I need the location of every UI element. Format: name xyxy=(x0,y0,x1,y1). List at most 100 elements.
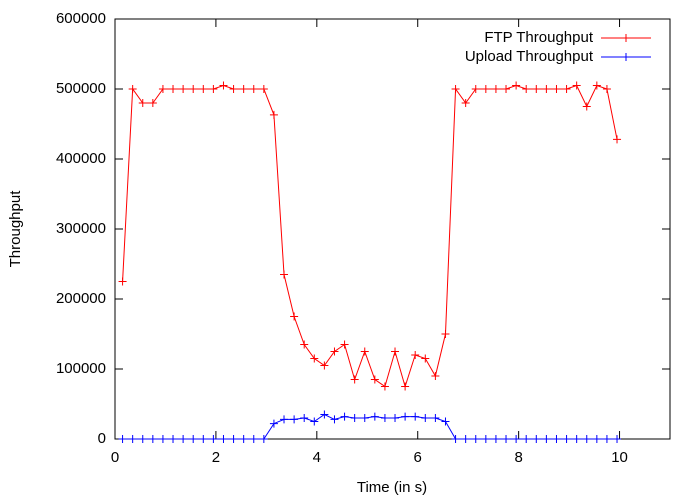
point-marker xyxy=(350,375,359,384)
point-marker xyxy=(461,435,470,443)
point-marker xyxy=(522,435,531,443)
point-marker xyxy=(269,110,278,119)
point-marker xyxy=(522,85,531,93)
point-marker xyxy=(189,85,198,93)
point-marker xyxy=(391,414,400,422)
point-marker xyxy=(441,417,450,426)
point-marker xyxy=(431,372,440,380)
point-marker xyxy=(300,340,309,349)
point-marker xyxy=(421,354,430,363)
plot-frame xyxy=(114,18,671,440)
point-marker xyxy=(209,85,218,93)
point-marker xyxy=(148,435,157,443)
point-marker xyxy=(451,85,460,93)
y-tick-label: 400000 xyxy=(56,150,106,167)
point-marker xyxy=(542,85,551,93)
point-marker xyxy=(411,351,420,359)
point-marker xyxy=(320,361,329,370)
point-marker xyxy=(169,435,178,443)
point-marker xyxy=(370,412,379,421)
point-marker xyxy=(340,340,349,349)
y-tick-label: 600000 xyxy=(56,10,106,27)
point-marker xyxy=(158,85,167,93)
point-marker xyxy=(582,435,591,443)
point-marker xyxy=(290,415,299,424)
legend-label: FTP Throughput xyxy=(484,29,594,46)
point-marker xyxy=(239,435,248,443)
point-marker xyxy=(199,85,208,93)
point-marker xyxy=(592,81,601,90)
point-marker xyxy=(391,347,400,356)
point-marker xyxy=(118,277,127,286)
point-marker xyxy=(532,85,541,93)
point-marker xyxy=(613,435,622,443)
point-marker xyxy=(502,85,511,93)
point-marker xyxy=(219,81,228,90)
point-marker xyxy=(249,85,258,93)
point-marker xyxy=(572,435,581,443)
series-line xyxy=(122,84,618,389)
point-marker xyxy=(451,435,460,443)
point-marker xyxy=(290,312,299,321)
point-marker xyxy=(562,85,571,93)
y-tick-label: 300000 xyxy=(56,220,106,237)
point-marker xyxy=(360,347,369,356)
point-marker xyxy=(380,382,389,391)
point-marker xyxy=(491,85,500,93)
point-marker xyxy=(138,435,147,443)
x-tick-label: 0 xyxy=(111,449,119,466)
y-tick-label: 200000 xyxy=(56,290,106,307)
point-marker xyxy=(219,435,228,443)
point-marker xyxy=(481,435,490,443)
point-marker xyxy=(229,435,238,443)
point-marker xyxy=(128,435,137,443)
point-marker xyxy=(370,375,379,384)
point-marker xyxy=(592,435,601,443)
point-marker xyxy=(380,414,389,422)
point-marker xyxy=(199,435,208,443)
point-marker xyxy=(401,382,410,391)
point-marker xyxy=(310,354,319,363)
point-marker xyxy=(471,435,480,443)
point-marker xyxy=(441,330,450,338)
point-marker xyxy=(169,85,178,93)
point-marker xyxy=(602,435,611,443)
point-marker xyxy=(421,414,430,422)
point-marker xyxy=(330,347,339,356)
point-marker xyxy=(532,435,541,443)
point-marker xyxy=(179,435,188,443)
point-marker xyxy=(330,415,339,424)
point-marker xyxy=(572,81,581,90)
point-marker xyxy=(562,435,571,443)
point-marker xyxy=(552,435,561,443)
point-marker xyxy=(229,85,238,93)
point-marker xyxy=(431,414,440,422)
point-marker xyxy=(582,102,591,111)
point-marker xyxy=(189,435,198,443)
point-marker xyxy=(148,99,157,107)
y-axis-label: Throughput xyxy=(7,190,24,268)
point-marker xyxy=(300,414,309,422)
point-marker xyxy=(512,435,521,443)
point-marker xyxy=(613,135,622,144)
point-marker xyxy=(350,414,359,422)
point-marker xyxy=(249,435,258,443)
point-marker xyxy=(138,99,147,107)
point-marker xyxy=(310,417,319,426)
point-marker xyxy=(602,85,611,93)
point-marker xyxy=(512,81,521,90)
point-marker xyxy=(179,85,188,93)
point-marker xyxy=(552,85,561,93)
x-tick-label: 2 xyxy=(212,449,220,466)
point-marker xyxy=(411,412,420,421)
x-tick-label: 8 xyxy=(514,449,522,466)
point-marker xyxy=(269,419,278,428)
x-tick-label: 6 xyxy=(414,449,422,466)
series-line xyxy=(122,413,618,440)
y-tick-label: 500000 xyxy=(56,80,106,97)
point-marker xyxy=(340,412,349,421)
x-tick-label: 4 xyxy=(313,449,321,466)
point-marker xyxy=(461,99,470,107)
point-marker xyxy=(259,435,268,443)
point-marker xyxy=(128,85,137,93)
